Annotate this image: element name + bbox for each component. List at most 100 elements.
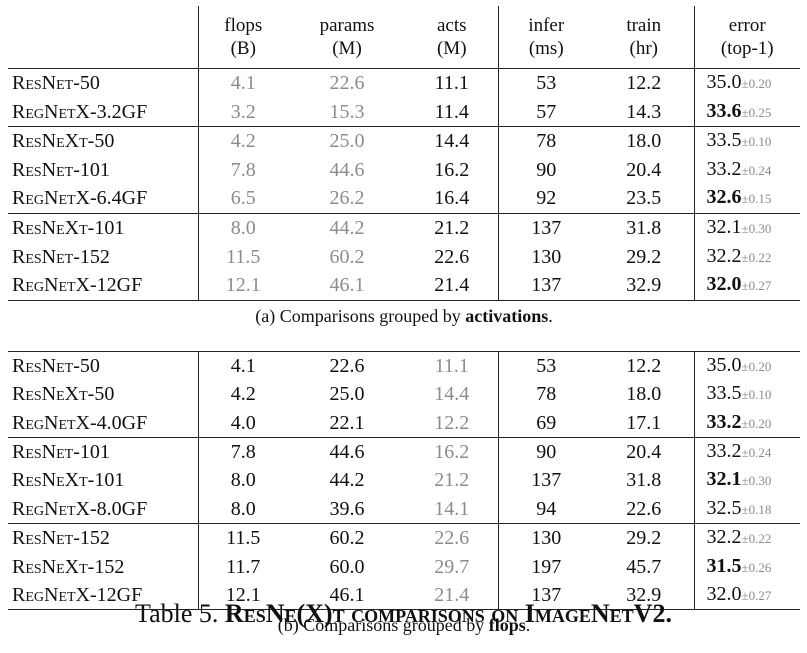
cell-infer: 53	[497, 350, 594, 381]
cell-flops: 4.2	[197, 126, 288, 156]
cell-error: 32.1±0.30	[693, 466, 800, 495]
cell-infer: 130	[497, 242, 594, 272]
error-value: 31.5	[706, 554, 742, 577]
cell-params: 46.1	[288, 581, 406, 611]
model-name: RegNetX-12GF	[8, 271, 198, 301]
cell-acts: 11.1	[406, 350, 498, 381]
cell-acts: 11.4	[434, 100, 469, 123]
model-name: RegNetX-8.0GF	[12, 497, 148, 520]
cell-train: 31.8	[626, 469, 662, 492]
cell-flops: 4.1	[197, 67, 288, 98]
cell-error: 33.2±0.24	[693, 155, 800, 185]
table-row: RegNetX-6.4GF 6.5 26.2 16.4 92 23.5 32.6±0.15	[8, 184, 800, 214]
error-std: ±0.22	[741, 249, 772, 265]
cell-params: 60.2	[329, 245, 365, 268]
error-std: ±0.27	[741, 588, 772, 603]
error-std: ±0.10	[741, 134, 772, 150]
model-name: ResNet-101	[12, 158, 110, 181]
cell-infer: 137	[497, 466, 594, 495]
model-name: ResNet-50	[8, 67, 198, 98]
cell-flops: 8.0	[197, 466, 288, 495]
cell-params: 60.0	[329, 555, 365, 578]
cell-flops: 4.1	[197, 350, 288, 381]
cell-train: 17.1	[626, 411, 662, 434]
model-name: ResNeXt-101	[12, 469, 125, 492]
cell-train: 18.0	[594, 126, 694, 156]
model-name: ResNet-101	[8, 436, 198, 467]
cell-error: 31.5±0.26	[693, 552, 800, 581]
error-value: 32.1	[706, 215, 742, 238]
table-header: flops params acts infer train error (B) …	[8, 6, 800, 69]
cell-train: 32.9	[594, 271, 694, 301]
model-name: RegNetX-4.0GF	[12, 411, 148, 434]
table-row: ResNeXt-50 4.2 25.0 14.4 78 18.0 33.5±0.10	[8, 126, 800, 156]
cell-infer: 78	[497, 126, 594, 156]
cell-acts: 21.4	[406, 271, 498, 301]
table-title: Table 5. ResNe(X)t comparisons on ImageN…	[135, 599, 672, 628]
cell-params: 25.0	[288, 126, 406, 156]
error-std: ±0.27	[741, 278, 772, 294]
cell-train: 45.7	[626, 555, 662, 578]
error-std: ±0.20	[741, 76, 772, 91]
cell-flops: 6.5	[197, 184, 288, 214]
error-value: 35.0	[706, 71, 742, 93]
cell-infer: 90	[497, 155, 594, 185]
error-std: ±0.25	[741, 104, 772, 120]
header-acts-unit: (M)	[436, 38, 467, 59]
cell-infer: 197	[497, 552, 594, 581]
header-acts: acts	[436, 15, 467, 36]
table-row: ResNet-152 11.5 60.2 22.6 130 29.2 32.2±0.22	[8, 242, 800, 272]
header-infer: infer	[497, 6, 594, 37]
header-error: error	[693, 6, 800, 37]
error-value: 32.2	[706, 244, 742, 267]
cell-params: 22.6	[288, 350, 406, 381]
cell-infer: 57	[497, 97, 594, 127]
cell-error: 32.5±0.18	[693, 494, 800, 524]
cell-train: 29.2	[594, 523, 694, 553]
error-value: 33.6	[706, 99, 742, 122]
table-row: ResNeXt-152 11.7 60.0 29.7 197 45.7 31.5±0.26	[8, 552, 800, 581]
header-flops-unit: (B)	[197, 37, 288, 69]
cell-train: 22.6	[626, 497, 662, 520]
cell-flops: 7.8	[197, 155, 288, 185]
model-name: RegNetX-6.4GF	[12, 187, 148, 210]
cell-acts: 14.4	[434, 383, 470, 406]
table-row: ResNeXt-50 4.2 25.0 14.4 78 18.0 33.5±0.10	[8, 380, 800, 409]
cell-acts: 14.1	[434, 497, 470, 520]
cell-acts: 16.4	[434, 187, 470, 210]
cell-train: 29.2	[626, 245, 662, 268]
error-value: 32.2	[706, 526, 742, 549]
error-std: ±0.26	[741, 559, 772, 575]
error-value: 35.0	[706, 353, 742, 376]
cell-infer: 137	[497, 212, 594, 243]
caption-b: (b) Comparisons grouped by flops.	[277, 615, 531, 636]
cell-infer: 137	[497, 271, 594, 301]
cell-train: 23.5	[626, 187, 662, 210]
cell-params: 46.1	[288, 271, 406, 301]
cell-acts: 21.4	[406, 581, 498, 611]
cell-infer: 90	[497, 436, 594, 467]
cell-params: 15.3	[329, 100, 365, 123]
table-row: ResNeXt-101 8.0 44.2 21.2 137 31.8 32.1±0.30	[8, 466, 800, 495]
error-value: 32.0	[706, 583, 742, 605]
cell-error: 32.2±0.22	[693, 523, 800, 553]
cell-error: 33.5±0.10	[693, 126, 800, 156]
cell-train: 20.4	[626, 158, 662, 181]
cell-error: 32.0±0.27	[693, 581, 800, 611]
cell-params: 44.6	[288, 436, 406, 467]
cell-error: 33.5±0.10	[693, 380, 800, 409]
header-train-unit: (hr)	[629, 38, 658, 59]
cell-infer: 78	[497, 380, 594, 409]
error-std: ±0.10	[741, 387, 772, 403]
table-row: ResNet-101 7.8 44.6 16.2 90 20.4 33.2±0.24	[8, 436, 800, 467]
model-name: ResNeXt-101	[8, 212, 198, 243]
model-name: ResNet-152	[8, 523, 198, 553]
table-row: ResNet-50 4.1 22.6 11.1 53 12.2 35.0±0.20	[8, 67, 800, 98]
cell-flops: 4.0	[197, 408, 288, 438]
cell-error: 33.2±0.20	[693, 408, 800, 438]
error-std: ±0.24	[741, 444, 772, 460]
cell-params: 25.0	[329, 383, 365, 406]
error-std: ±0.30	[741, 220, 772, 236]
cell-params: 22.6	[288, 67, 406, 98]
cell-flops: 12.1	[197, 271, 288, 301]
